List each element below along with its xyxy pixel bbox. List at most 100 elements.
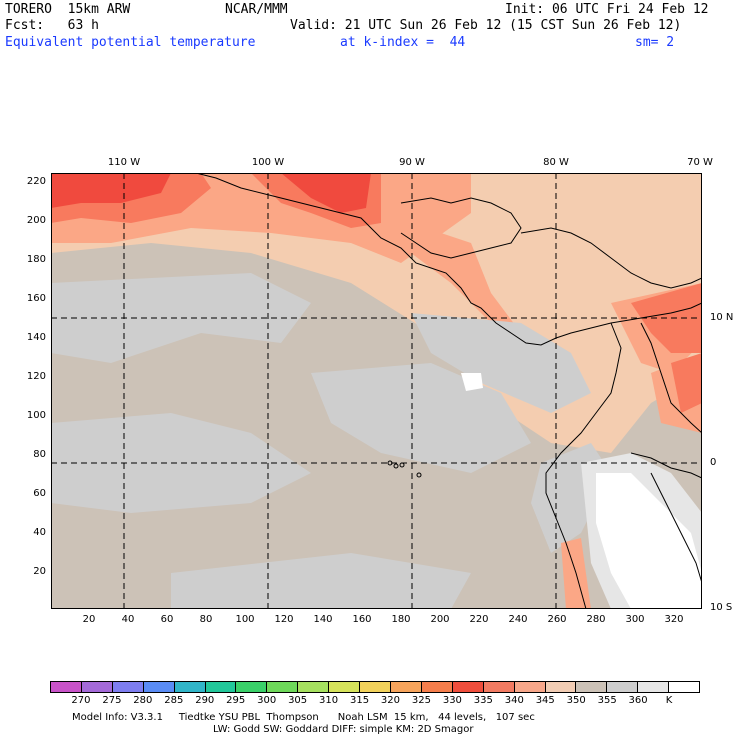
land-outlines — [195, 173, 702, 609]
colorbar-swatch — [360, 682, 391, 692]
colorbar-label: 305 — [288, 695, 308, 706]
y-tick: 80 — [33, 449, 46, 460]
y-tick: 20 — [33, 566, 46, 577]
colorbar-label: 360 — [628, 695, 648, 706]
colorbar-label: 325 — [411, 695, 431, 706]
lon-label-100w: 100 W — [251, 157, 285, 168]
red-region-mexico — [281, 173, 371, 213]
colorbar-label: 330 — [442, 695, 462, 706]
lat-label-10n: 10 N — [710, 312, 734, 323]
x-tick: 140 — [313, 614, 333, 625]
init-time: Init: 06 UTC Fri 24 Feb 12 — [505, 2, 709, 17]
colombia-border — [640, 322, 702, 434]
colorbar-swatch — [545, 682, 577, 692]
model-info-line: Model Info: V3.3.1 Tiedtke YSU PBL Thomp… — [72, 712, 535, 723]
colorbar-swatch — [205, 682, 237, 692]
x-tick: 260 — [547, 614, 567, 625]
x-tick: 280 — [586, 614, 606, 625]
south-america-pacific-coast — [545, 322, 622, 609]
yucatan-outline — [400, 197, 522, 259]
colorbar-label: 320 — [380, 695, 401, 706]
forecast-hour: Fcst: 63 h — [5, 18, 99, 33]
y-tick: 120 — [26, 371, 46, 382]
y-tick: 100 — [26, 410, 46, 421]
lon-label-70w: 70 W — [687, 157, 713, 168]
colorbar-label: 290 — [195, 695, 215, 706]
x-tick: 60 — [160, 614, 174, 625]
colorbar-swatch — [112, 682, 144, 692]
colorbar-label: K — [665, 695, 673, 706]
colorbar-label: 275 — [102, 695, 122, 706]
gray-region-central — [311, 363, 531, 473]
lat-label-10s: 10 S — [710, 602, 733, 613]
lat-label-0: 0 — [710, 457, 717, 468]
y-tick: 160 — [26, 293, 46, 304]
colorbar-label: 345 — [535, 695, 555, 706]
field-name: Equivalent potential temperature — [5, 35, 256, 50]
y-tick: 60 — [33, 488, 46, 499]
gray-region-south — [171, 553, 471, 609]
organization-label: NCAR/MMM — [225, 2, 288, 17]
colorbar-swatch — [421, 682, 453, 692]
valid-time: Valid: 21 UTC Sun 26 Feb 12 (15 CST Sun … — [290, 18, 682, 33]
white-region-andes — [596, 473, 702, 609]
colorbar-label: 300 — [257, 695, 277, 706]
physics-info-line: LW: Godd SW: Goddard DIFF: simple KM: 2D… — [213, 724, 474, 735]
colorbar-swatch — [607, 682, 639, 692]
colorbar-label: 335 — [473, 695, 493, 706]
colorbar-label: 295 — [226, 695, 246, 706]
y-tick: 40 — [33, 527, 46, 538]
galapagos-island — [393, 463, 399, 469]
colorbar-label: 350 — [566, 695, 586, 706]
colorbar-label: 315 — [349, 695, 370, 706]
caribbean-coast — [520, 227, 702, 289]
x-tick: 240 — [508, 614, 528, 625]
colorbar-swatch — [390, 682, 422, 692]
colorbar-label: 355 — [597, 695, 617, 706]
colorbar — [50, 681, 700, 693]
colorbar-swatch — [483, 682, 515, 692]
colorbar-swatch — [236, 682, 268, 692]
x-tick: 320 — [664, 614, 684, 625]
model-title: TORERO 15km ARW — [5, 2, 131, 17]
salmon-region-central-america — [381, 213, 551, 358]
x-tick: 200 — [430, 614, 450, 625]
x-tick: 160 — [352, 614, 372, 625]
x-tick: 120 — [274, 614, 294, 625]
colorbar-swatch — [638, 682, 670, 692]
colorbar-swatch — [514, 682, 546, 692]
colorbar-label: 285 — [164, 695, 184, 706]
colorbar-swatch — [81, 682, 113, 692]
red-region-nw — [51, 173, 171, 208]
map-panel — [51, 173, 702, 609]
gray-region-east-pacific — [411, 313, 591, 413]
map-frame — [51, 173, 702, 609]
lon-label-90w: 90 W — [399, 157, 425, 168]
x-tick: 20 — [82, 614, 96, 625]
peru-ecuador-border — [630, 452, 702, 479]
x-tick: 100 — [235, 614, 255, 625]
colorbar-swatch — [143, 682, 175, 692]
colorbar-swatch — [51, 682, 82, 692]
orange-region-east — [671, 353, 702, 413]
colorbar-label: 310 — [319, 695, 339, 706]
x-tick: 220 — [469, 614, 489, 625]
graticule — [51, 173, 702, 609]
colorbar-label: 280 — [133, 695, 153, 706]
colorbar-swatch — [452, 682, 484, 692]
galapagos-island — [416, 472, 422, 478]
lon-label-110w: 110 W — [107, 157, 141, 168]
central-america-pacific-coast — [195, 173, 702, 346]
level-label: at k-index = 44 — [340, 35, 466, 50]
y-tick: 140 — [26, 332, 46, 343]
y-tick: 180 — [26, 254, 46, 265]
colorbar-swatch — [669, 682, 700, 692]
white-patch-pacific — [461, 373, 483, 391]
colorbar-swatch — [329, 682, 361, 692]
colorbar-swatch — [174, 682, 206, 692]
colorbar-swatch — [576, 682, 608, 692]
colorbar-label: 270 — [71, 695, 91, 706]
x-tick: 40 — [121, 614, 135, 625]
colorbar-label: 340 — [504, 695, 524, 706]
andes-border — [650, 472, 702, 584]
